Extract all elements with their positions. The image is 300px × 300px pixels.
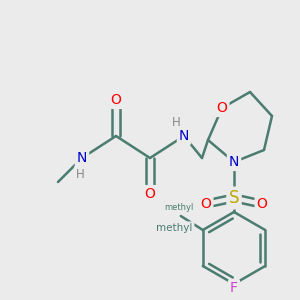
Text: H: H [172,116,180,128]
Text: F: F [230,281,238,295]
Text: O: O [111,93,122,107]
Text: H: H [76,167,84,181]
Text: S: S [229,189,239,207]
Text: O: O [217,101,227,115]
Text: O: O [256,197,267,211]
Text: N: N [229,155,239,169]
Text: O: O [145,187,155,201]
Text: methyl: methyl [156,223,193,233]
Text: O: O [201,197,212,211]
Text: N: N [179,129,189,143]
Text: N: N [77,151,87,165]
Text: methyl: methyl [164,203,194,212]
